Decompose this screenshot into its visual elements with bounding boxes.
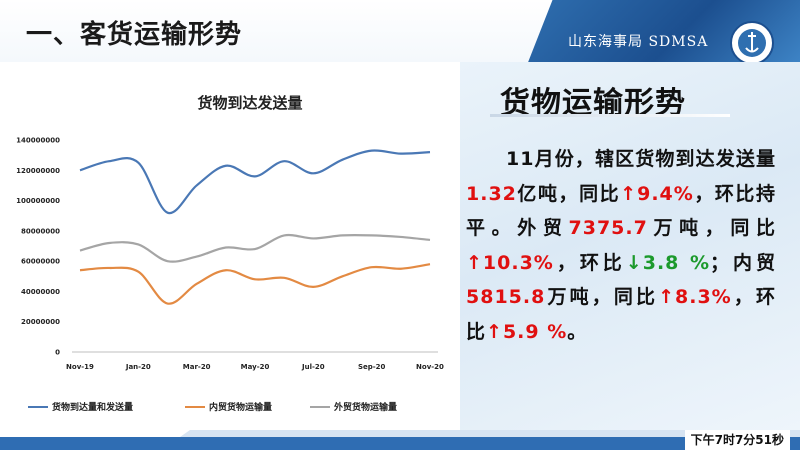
summary-paragraph: 11月份，辖区货物到达发送量1.32亿吨，同比↑9.4%，环比持平。外贸7375… xyxy=(466,142,776,349)
y-tick-label: 140000000 xyxy=(16,137,60,145)
up-arrow-icon: ↑ xyxy=(466,251,483,274)
x-tick-label: Jan-20 xyxy=(125,363,151,371)
legend-label: 外贸货物运输量 xyxy=(333,401,397,413)
summary-text: 亿吨，同比 xyxy=(516,182,621,205)
x-tick-label: Nov-20 xyxy=(416,363,444,371)
foreign-volume: 7375.7 xyxy=(568,217,648,239)
y-tick-label: 40000000 xyxy=(21,288,60,296)
chart-area: 货物到达发送量 0 20000000 40000000 60000000 80000000… xyxy=(0,62,460,430)
summary-text: ，环比 xyxy=(553,251,626,274)
down-arrow-icon: ↓ xyxy=(625,251,643,274)
summary-text: 。 xyxy=(567,320,588,343)
legend-label: 货物到达量和发送量 xyxy=(52,401,133,413)
section-title: 一、客货运输形势 xyxy=(26,20,243,50)
legend-label: 内贸货物运输量 xyxy=(209,401,272,413)
domestic-mom: 5.9 % xyxy=(502,320,568,343)
y-tick-label: 120000000 xyxy=(16,167,60,175)
msa-emblem-icon xyxy=(730,21,774,65)
y-tick-label: 100000000 xyxy=(16,197,60,205)
footer-bar xyxy=(0,437,800,450)
chart-title: 货物到达发送量 xyxy=(197,94,302,112)
x-tick-label: Mar-20 xyxy=(183,363,211,371)
foreign-mom: 3.8 % xyxy=(642,251,711,274)
series-line-1 xyxy=(79,263,431,305)
total-volume: 1.32 xyxy=(466,182,517,205)
y-tick-label: 60000000 xyxy=(21,258,60,266)
x-tick-label: May-20 xyxy=(241,363,270,371)
foreign-yoy: 10.3% xyxy=(482,251,554,274)
footer-clock: 下午7时7分51秒 xyxy=(684,430,790,450)
series-line-2 xyxy=(79,233,431,263)
series-line-0 xyxy=(79,149,431,215)
y-tick-label: 80000000 xyxy=(21,227,60,235)
line-chart: 货物到达发送量 0 20000000 40000000 60000000 80000000… xyxy=(16,94,444,413)
domestic-yoy: 8.3% xyxy=(675,286,732,308)
summary-text: 11月份，辖区货物到达发送量 xyxy=(506,148,776,170)
summary-text: ；内贸 xyxy=(710,251,776,274)
up-arrow-icon: ↑ xyxy=(486,320,503,343)
x-tick-label: Jul-20 xyxy=(301,363,325,371)
summary-text: ，环比 xyxy=(466,286,776,343)
up-arrow-icon: ↑ xyxy=(620,182,638,205)
right-panel-bg xyxy=(460,62,800,430)
brand-text: 山东海事局 SDMSA xyxy=(568,34,709,50)
x-tick-label: Sep-20 xyxy=(358,363,386,371)
x-tick-label: Nov-19 xyxy=(66,363,94,371)
y-tick-label: 0 xyxy=(55,349,60,357)
summary-text: 万吨，同比 xyxy=(545,286,659,308)
y-tick-label: 20000000 xyxy=(21,318,60,326)
total-yoy: 9.4% xyxy=(637,182,694,205)
title-underline xyxy=(490,114,730,117)
domestic-volume: 5815.8 xyxy=(466,286,546,308)
up-arrow-icon: ↑ xyxy=(658,286,676,308)
summary-text: ，环比持平。外贸 xyxy=(466,182,776,240)
summary-text: 万吨，同比 xyxy=(647,217,776,239)
